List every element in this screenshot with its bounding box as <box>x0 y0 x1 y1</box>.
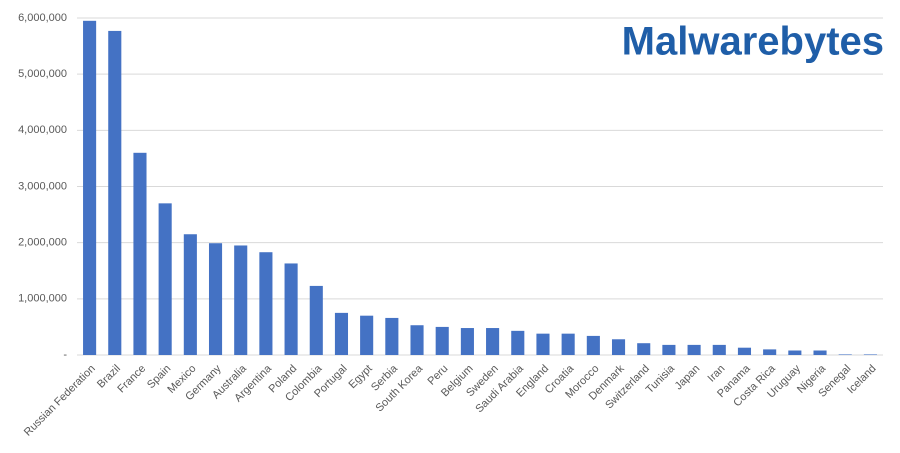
bar <box>611 339 626 355</box>
bar <box>435 326 449 355</box>
bar <box>712 344 726 355</box>
bar <box>360 315 374 355</box>
bar <box>637 343 651 355</box>
y-tick-label: 1,000,000 <box>18 293 67 305</box>
bar <box>662 344 676 355</box>
bar <box>133 152 147 355</box>
x-tick-label: Tunisia <box>644 362 678 396</box>
bar <box>813 350 827 355</box>
bar <box>536 333 550 355</box>
bar <box>259 252 273 355</box>
x-tick-label: Iceland <box>845 363 879 397</box>
x-tick-label: Russian Federation <box>22 363 98 439</box>
bar <box>208 243 223 355</box>
bar <box>863 354 877 355</box>
bar <box>838 354 852 355</box>
y-tick-label: 6,000,000 <box>18 12 67 24</box>
bar <box>284 263 298 355</box>
y-tick-label: 4,000,000 <box>18 124 67 136</box>
bar <box>108 30 122 355</box>
bar <box>737 347 752 355</box>
bar <box>687 344 701 355</box>
x-tick-label: Japan <box>673 363 703 393</box>
bar <box>561 333 575 355</box>
bar <box>410 325 424 355</box>
bar <box>586 335 600 355</box>
bar <box>309 285 323 355</box>
x-tick-label: France <box>115 363 148 396</box>
bar <box>334 312 349 355</box>
y-tick-label: - <box>63 349 67 361</box>
bar <box>763 349 777 355</box>
bar <box>385 317 399 355</box>
y-tick-label: 2,000,000 <box>18 237 67 249</box>
y-tick-label: 3,000,000 <box>18 180 67 192</box>
bar <box>234 245 248 355</box>
bar <box>83 20 97 356</box>
y-tick-label: 5,000,000 <box>18 68 67 80</box>
bar <box>183 234 197 355</box>
bar <box>511 330 525 355</box>
bar <box>158 203 172 355</box>
logo: Malwarebytes <box>622 20 884 64</box>
bar <box>460 328 474 355</box>
bar <box>486 328 500 355</box>
bar <box>788 350 802 355</box>
